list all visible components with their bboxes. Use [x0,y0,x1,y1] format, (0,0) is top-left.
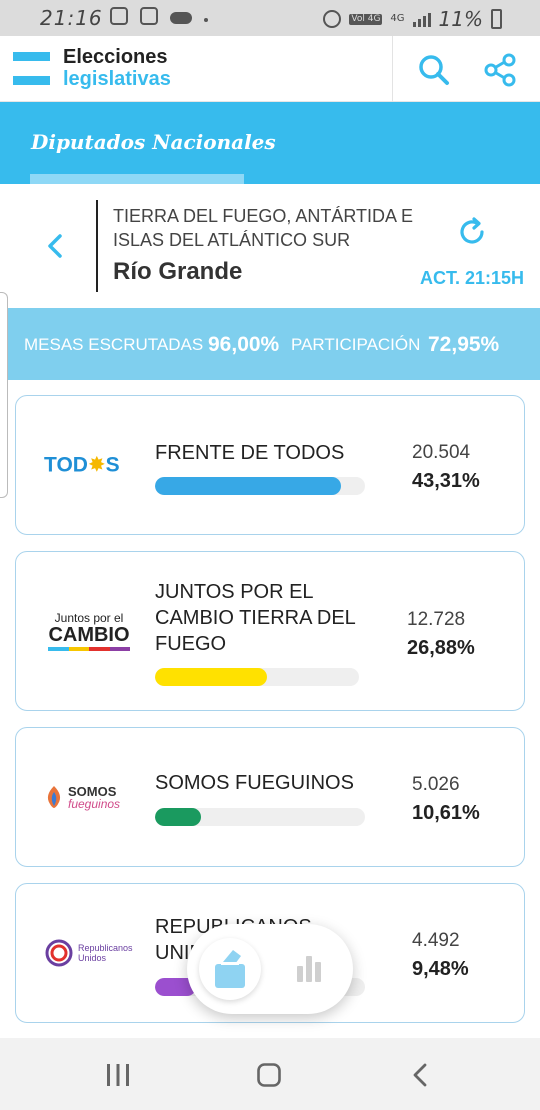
vote-count: 12.728 [407,609,466,630]
vote-percent: 9,48% [412,958,469,980]
tab-diputados[interactable]: Diputados Nacionales [31,130,276,154]
app-header: Elecciones legislativas [0,36,540,102]
result-card[interactable]: TOD✸S FRENTE DE TODOS 20.504 43,31% [15,395,525,535]
alarm-icon [323,10,342,28]
cloud-icon [170,12,192,24]
flag-logo-icon [13,52,50,86]
edge-panel-handle[interactable] [0,292,8,498]
ballot-view-button[interactable] [199,938,261,1000]
region-name: TIERRA DEL FUEGO, ANTÁRTIDA E ISLAS DEL … [113,206,414,250]
search-button[interactable] [416,52,452,88]
back-location-button[interactable] [40,228,70,264]
chevron-left-icon [48,234,62,258]
party-logo-todos: TOD✸S [44,453,120,477]
bar-chart-icon [297,956,321,982]
app-title-line2: legislativas [63,68,171,90]
vote-percent: 43,31% [412,470,480,492]
republicanos-r-icon [45,939,73,967]
result-bar [155,477,365,495]
more-notifications-icon [204,18,208,22]
result-bar-fill [155,668,268,686]
search-icon [419,55,449,85]
vote-percent: 10,61% [412,802,480,824]
result-bar-fill [155,808,201,826]
vote-count: 20.504 [412,442,471,463]
stats-view-button[interactable] [291,950,327,986]
location-divider [96,200,98,292]
recent-apps-icon [107,1064,129,1086]
mesas-value: 96,00% [208,333,280,356]
refresh-icon [460,217,484,244]
back-icon [413,1063,427,1087]
result-card[interactable]: SOMOS fueguinos SOMOS FUEGUINOS 5.026 10… [15,727,525,867]
refresh-button[interactable] [454,214,490,250]
location-header: TIERRA DEL FUEGO, ANTÁRTIDA E ISLAS DEL … [0,184,540,308]
ballot-box-icon [215,950,245,988]
party-logo-somos: SOMOS fueguinos [44,784,134,810]
battery-level: 11% [438,7,483,31]
active-tab-indicator [30,174,244,184]
system-nav-bar [0,1038,540,1110]
gallery-icon [140,7,158,25]
city-name: Río Grande [113,258,243,285]
status-bar: 21:16 Vol 4G 4G 11% [0,0,540,36]
view-switch [187,924,353,1014]
battery-icon [491,9,502,29]
app-title-line1: Elecciones [63,46,168,68]
header-divider [392,36,393,102]
home-button[interactable] [256,1062,282,1088]
result-bar-fill [155,477,342,495]
result-bar [155,808,365,826]
network-type: 4G [390,13,405,24]
update-time: ACT. 21:15H [419,268,524,288]
vote-count: 4.492 [412,930,460,951]
participacion-value: 72,95% [428,333,500,356]
party-logo-republicanos: Republicanos Unidos [44,938,134,968]
notification-icons [110,7,208,25]
somos-flame-icon [47,786,61,808]
party-name: FRENTE DE TODOS [155,442,345,464]
share-icon [484,53,516,87]
vote-percent: 26,88% [407,637,475,659]
signal-icon [412,11,431,27]
party-name: SOMOS FUEGUINOS [155,772,354,794]
stats-band: MESAS ESCRUTADAS 96,00% PARTICIPACIÓN 72… [0,308,540,380]
recent-apps-button[interactable] [104,1062,132,1088]
volte-badge: Vol 4G [349,13,383,25]
home-icon [257,1063,281,1087]
mesas-label: MESAS ESCRUTADAS [24,335,204,354]
party-name: JUNTOS POR EL CAMBIO TIERRA DEL FUEGO [155,581,356,655]
result-card[interactable]: Juntos por el CAMBIO JUNTOS POR EL CAMBI… [15,551,525,711]
back-button[interactable] [408,1060,432,1090]
party-logo-juntos: Juntos por el CAMBIO [44,611,134,651]
result-bar [155,668,359,686]
result-bar-fill [155,978,196,996]
instagram-icon [110,7,128,25]
system-icons: Vol 4G 4G 11% [323,7,502,31]
status-time: 21:16 [40,6,103,30]
participacion-label: PARTICIPACIÓN [291,335,421,354]
vote-count: 5.026 [412,774,460,795]
category-band: Diputados Nacionales [0,102,540,184]
share-button[interactable] [482,52,518,88]
